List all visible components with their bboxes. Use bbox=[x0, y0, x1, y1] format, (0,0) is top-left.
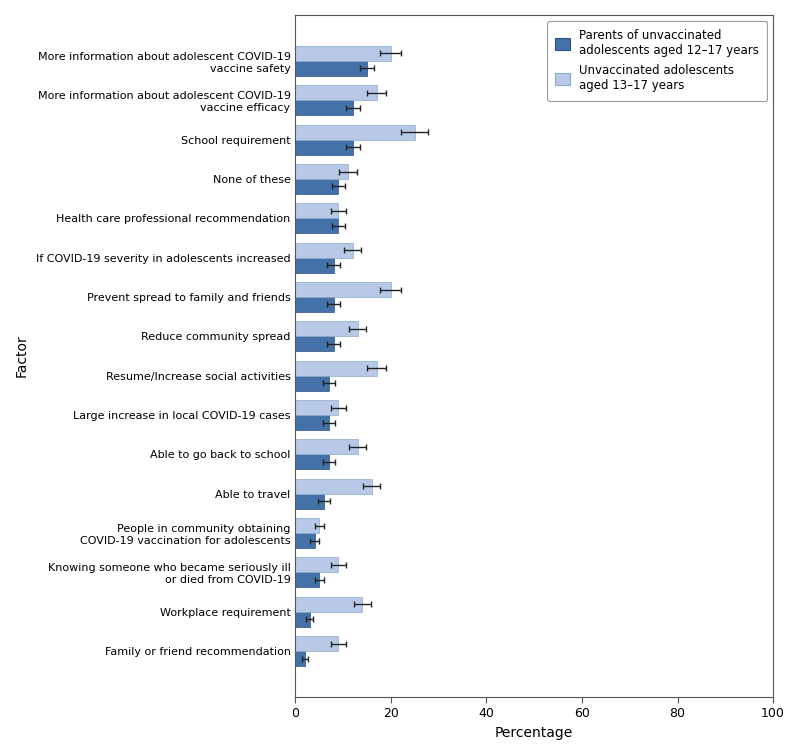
Bar bbox=[295, 257, 334, 273]
Bar bbox=[295, 322, 358, 336]
Bar bbox=[295, 479, 372, 494]
Bar bbox=[295, 179, 338, 194]
Bar bbox=[295, 282, 391, 297]
Bar bbox=[295, 651, 305, 666]
Bar bbox=[295, 572, 319, 587]
Bar bbox=[295, 596, 362, 612]
Bar bbox=[295, 140, 353, 155]
Bar bbox=[295, 415, 329, 430]
Bar bbox=[295, 557, 338, 572]
Bar bbox=[295, 100, 353, 116]
Bar bbox=[295, 125, 415, 140]
Bar bbox=[295, 518, 319, 533]
Bar bbox=[295, 400, 338, 415]
Bar bbox=[295, 376, 329, 390]
Bar bbox=[295, 218, 338, 233]
Bar bbox=[295, 336, 334, 351]
Bar bbox=[295, 533, 314, 548]
Bar bbox=[295, 455, 329, 470]
Bar bbox=[295, 297, 334, 312]
Bar bbox=[295, 494, 324, 509]
X-axis label: Percentage: Percentage bbox=[495, 726, 574, 740]
Bar bbox=[295, 612, 310, 627]
Bar bbox=[295, 361, 377, 376]
Legend: Parents of unvaccinated
adolescents aged 12–17 years, Unvaccinated adolescents
a: Parents of unvaccinated adolescents aged… bbox=[547, 21, 767, 100]
Bar bbox=[295, 636, 338, 651]
Bar bbox=[295, 61, 367, 76]
Bar bbox=[295, 164, 348, 179]
Bar bbox=[295, 439, 358, 455]
Y-axis label: Factor: Factor bbox=[15, 334, 29, 378]
Bar bbox=[295, 242, 353, 257]
Bar bbox=[295, 85, 377, 100]
Bar bbox=[295, 46, 391, 61]
Bar bbox=[295, 203, 338, 218]
